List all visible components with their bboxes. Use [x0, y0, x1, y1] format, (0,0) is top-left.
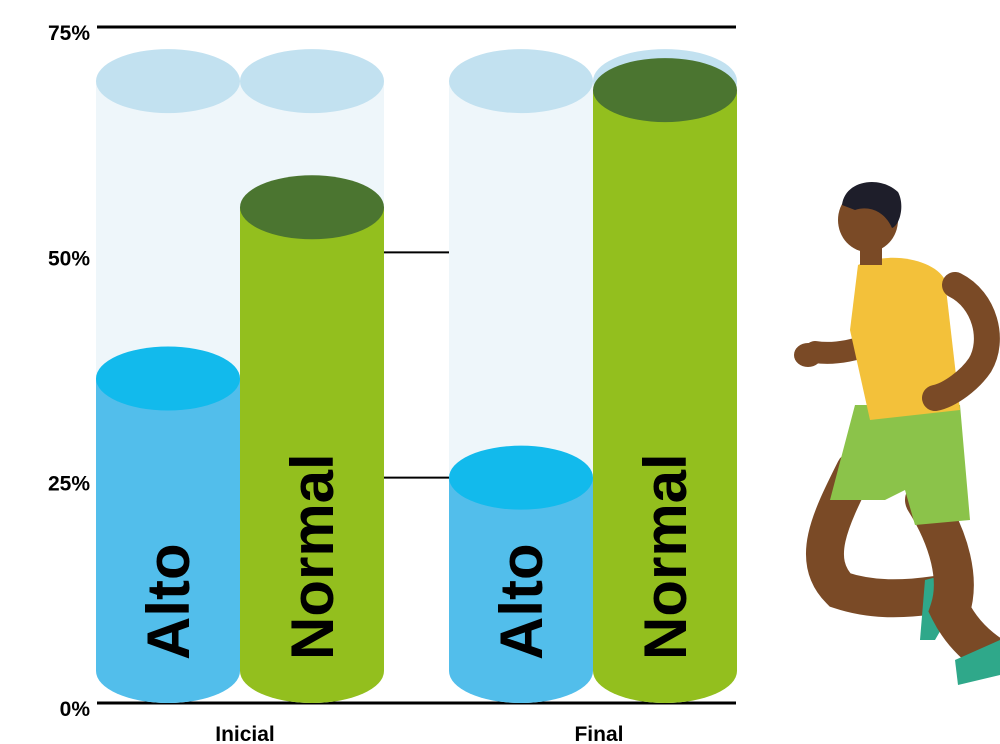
bar-normal-final [593, 58, 737, 703]
category-label: Final [574, 723, 623, 744]
y-tick-label: 0% [60, 698, 91, 721]
bar-alto-final [449, 445, 593, 703]
bar-label: Alto [488, 543, 555, 660]
bar-label: Normal [632, 453, 699, 660]
bar-normal-inicial [240, 175, 384, 703]
runner-icon [794, 182, 1000, 685]
bar-label: Alto [135, 543, 202, 660]
category-labels: Inicial Final [215, 723, 623, 744]
y-tick-label: 75% [48, 22, 90, 45]
bar-alto-inicial [96, 346, 240, 703]
y-tick-label: 50% [48, 247, 90, 270]
bar-label: Normal [279, 453, 346, 660]
y-axis-ticks: 0% 25% 50% 75% [48, 22, 90, 721]
y-tick-label: 25% [48, 473, 90, 496]
bars: Alto Normal Alto Normal [96, 58, 737, 703]
category-label: Inicial [215, 723, 275, 744]
